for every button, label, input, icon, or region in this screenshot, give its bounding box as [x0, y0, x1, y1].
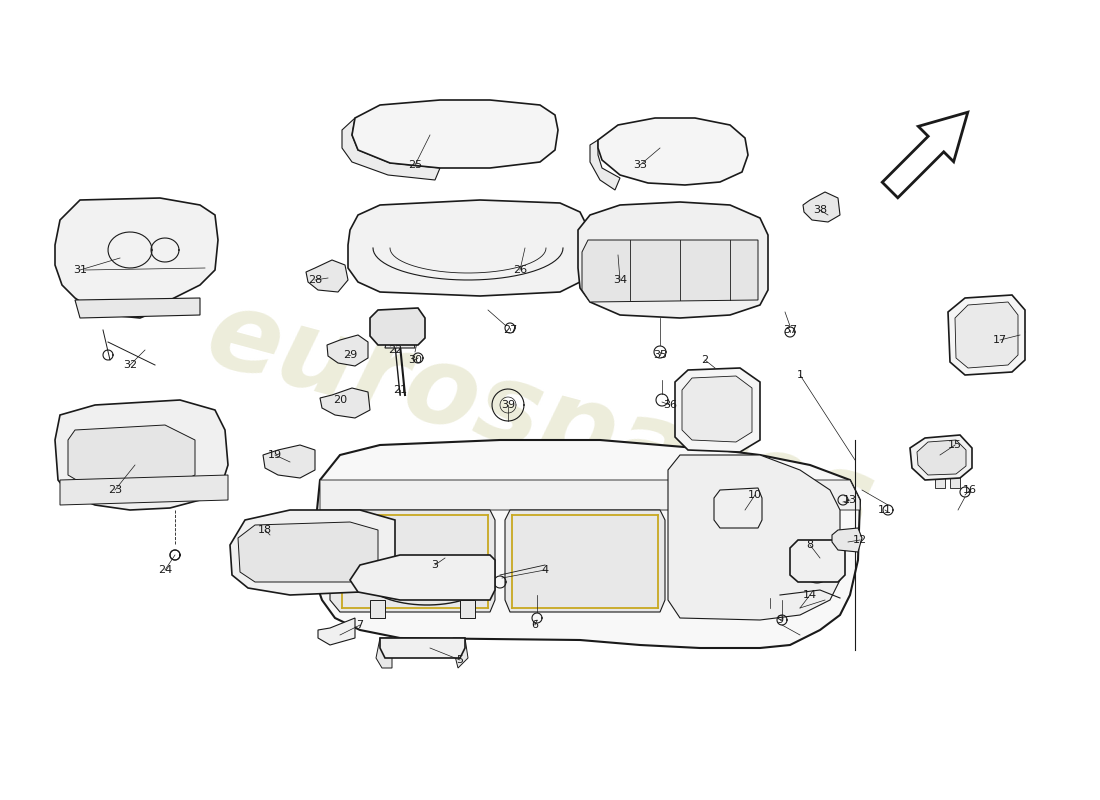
Polygon shape [320, 480, 860, 510]
Text: 31: 31 [73, 265, 87, 275]
Text: 1985: 1985 [558, 441, 803, 579]
Polygon shape [320, 388, 370, 418]
Polygon shape [917, 440, 966, 475]
Text: 17: 17 [993, 335, 1008, 345]
Text: 14: 14 [803, 590, 817, 600]
Text: 8: 8 [806, 540, 814, 550]
Text: 33: 33 [632, 160, 647, 170]
Polygon shape [790, 540, 845, 582]
Text: 37: 37 [783, 325, 798, 335]
Polygon shape [453, 638, 468, 668]
Text: 21: 21 [393, 385, 407, 395]
Polygon shape [460, 600, 475, 618]
Text: 4: 4 [541, 565, 549, 575]
Polygon shape [582, 240, 758, 302]
Text: 20: 20 [333, 395, 348, 405]
Polygon shape [318, 618, 355, 645]
Polygon shape [68, 425, 195, 488]
Text: 25: 25 [408, 160, 422, 170]
Polygon shape [306, 260, 348, 292]
Text: 2: 2 [702, 355, 708, 365]
Polygon shape [948, 295, 1025, 375]
Polygon shape [60, 475, 228, 505]
Text: 27: 27 [503, 325, 517, 335]
Text: 39: 39 [500, 400, 515, 410]
Polygon shape [714, 488, 762, 528]
Polygon shape [315, 440, 860, 648]
Polygon shape [75, 298, 200, 318]
Text: eurospares: eurospares [196, 280, 884, 560]
Text: 23: 23 [108, 485, 122, 495]
Text: 38: 38 [813, 205, 827, 215]
Polygon shape [803, 192, 840, 222]
Text: 30: 30 [408, 355, 422, 365]
Polygon shape [382, 318, 395, 340]
Polygon shape [505, 510, 666, 612]
Text: 10: 10 [748, 490, 762, 500]
Polygon shape [398, 318, 412, 340]
Polygon shape [370, 600, 385, 618]
Text: 29: 29 [343, 350, 358, 360]
Polygon shape [598, 118, 748, 185]
Polygon shape [263, 445, 315, 478]
Polygon shape [379, 638, 465, 658]
Text: 13: 13 [843, 495, 857, 505]
Text: 5: 5 [456, 655, 463, 665]
Polygon shape [238, 522, 378, 582]
Polygon shape [370, 308, 425, 345]
Text: 22: 22 [388, 345, 403, 355]
Text: 18: 18 [257, 525, 272, 535]
Polygon shape [832, 528, 862, 552]
Polygon shape [230, 510, 395, 595]
Text: 11: 11 [878, 505, 892, 515]
Polygon shape [682, 376, 752, 442]
Polygon shape [910, 435, 972, 480]
Text: 24: 24 [158, 565, 172, 575]
Text: 12: 12 [852, 535, 867, 545]
Polygon shape [342, 118, 440, 180]
Polygon shape [385, 335, 415, 348]
Text: 1: 1 [796, 370, 803, 380]
Text: 36: 36 [663, 400, 676, 410]
Polygon shape [348, 200, 588, 296]
Text: 34: 34 [613, 275, 627, 285]
Polygon shape [55, 400, 228, 510]
Text: 16: 16 [962, 485, 977, 495]
Text: 15: 15 [948, 440, 962, 450]
Text: 28: 28 [308, 275, 322, 285]
Text: 6: 6 [531, 620, 539, 630]
Polygon shape [882, 112, 968, 198]
Polygon shape [675, 368, 760, 452]
Polygon shape [955, 302, 1018, 368]
Polygon shape [376, 638, 392, 668]
Polygon shape [950, 474, 960, 488]
Polygon shape [935, 474, 945, 488]
Text: 19: 19 [268, 450, 282, 460]
Text: 7: 7 [356, 620, 364, 630]
Polygon shape [55, 198, 218, 318]
Text: 26: 26 [513, 265, 527, 275]
Polygon shape [590, 140, 620, 190]
Polygon shape [668, 455, 840, 620]
Polygon shape [578, 202, 768, 318]
Polygon shape [327, 335, 368, 366]
Polygon shape [352, 100, 558, 168]
Text: a passion since 1985: a passion since 1985 [300, 514, 680, 626]
Text: 35: 35 [653, 350, 667, 360]
Polygon shape [330, 510, 495, 612]
Text: 32: 32 [123, 360, 138, 370]
Text: 3: 3 [431, 560, 439, 570]
Text: 9: 9 [777, 615, 783, 625]
Polygon shape [350, 555, 495, 600]
